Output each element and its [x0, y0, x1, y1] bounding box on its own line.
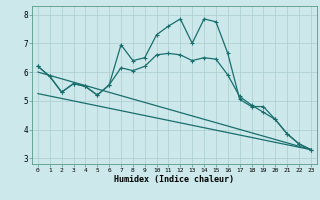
X-axis label: Humidex (Indice chaleur): Humidex (Indice chaleur) — [115, 175, 234, 184]
